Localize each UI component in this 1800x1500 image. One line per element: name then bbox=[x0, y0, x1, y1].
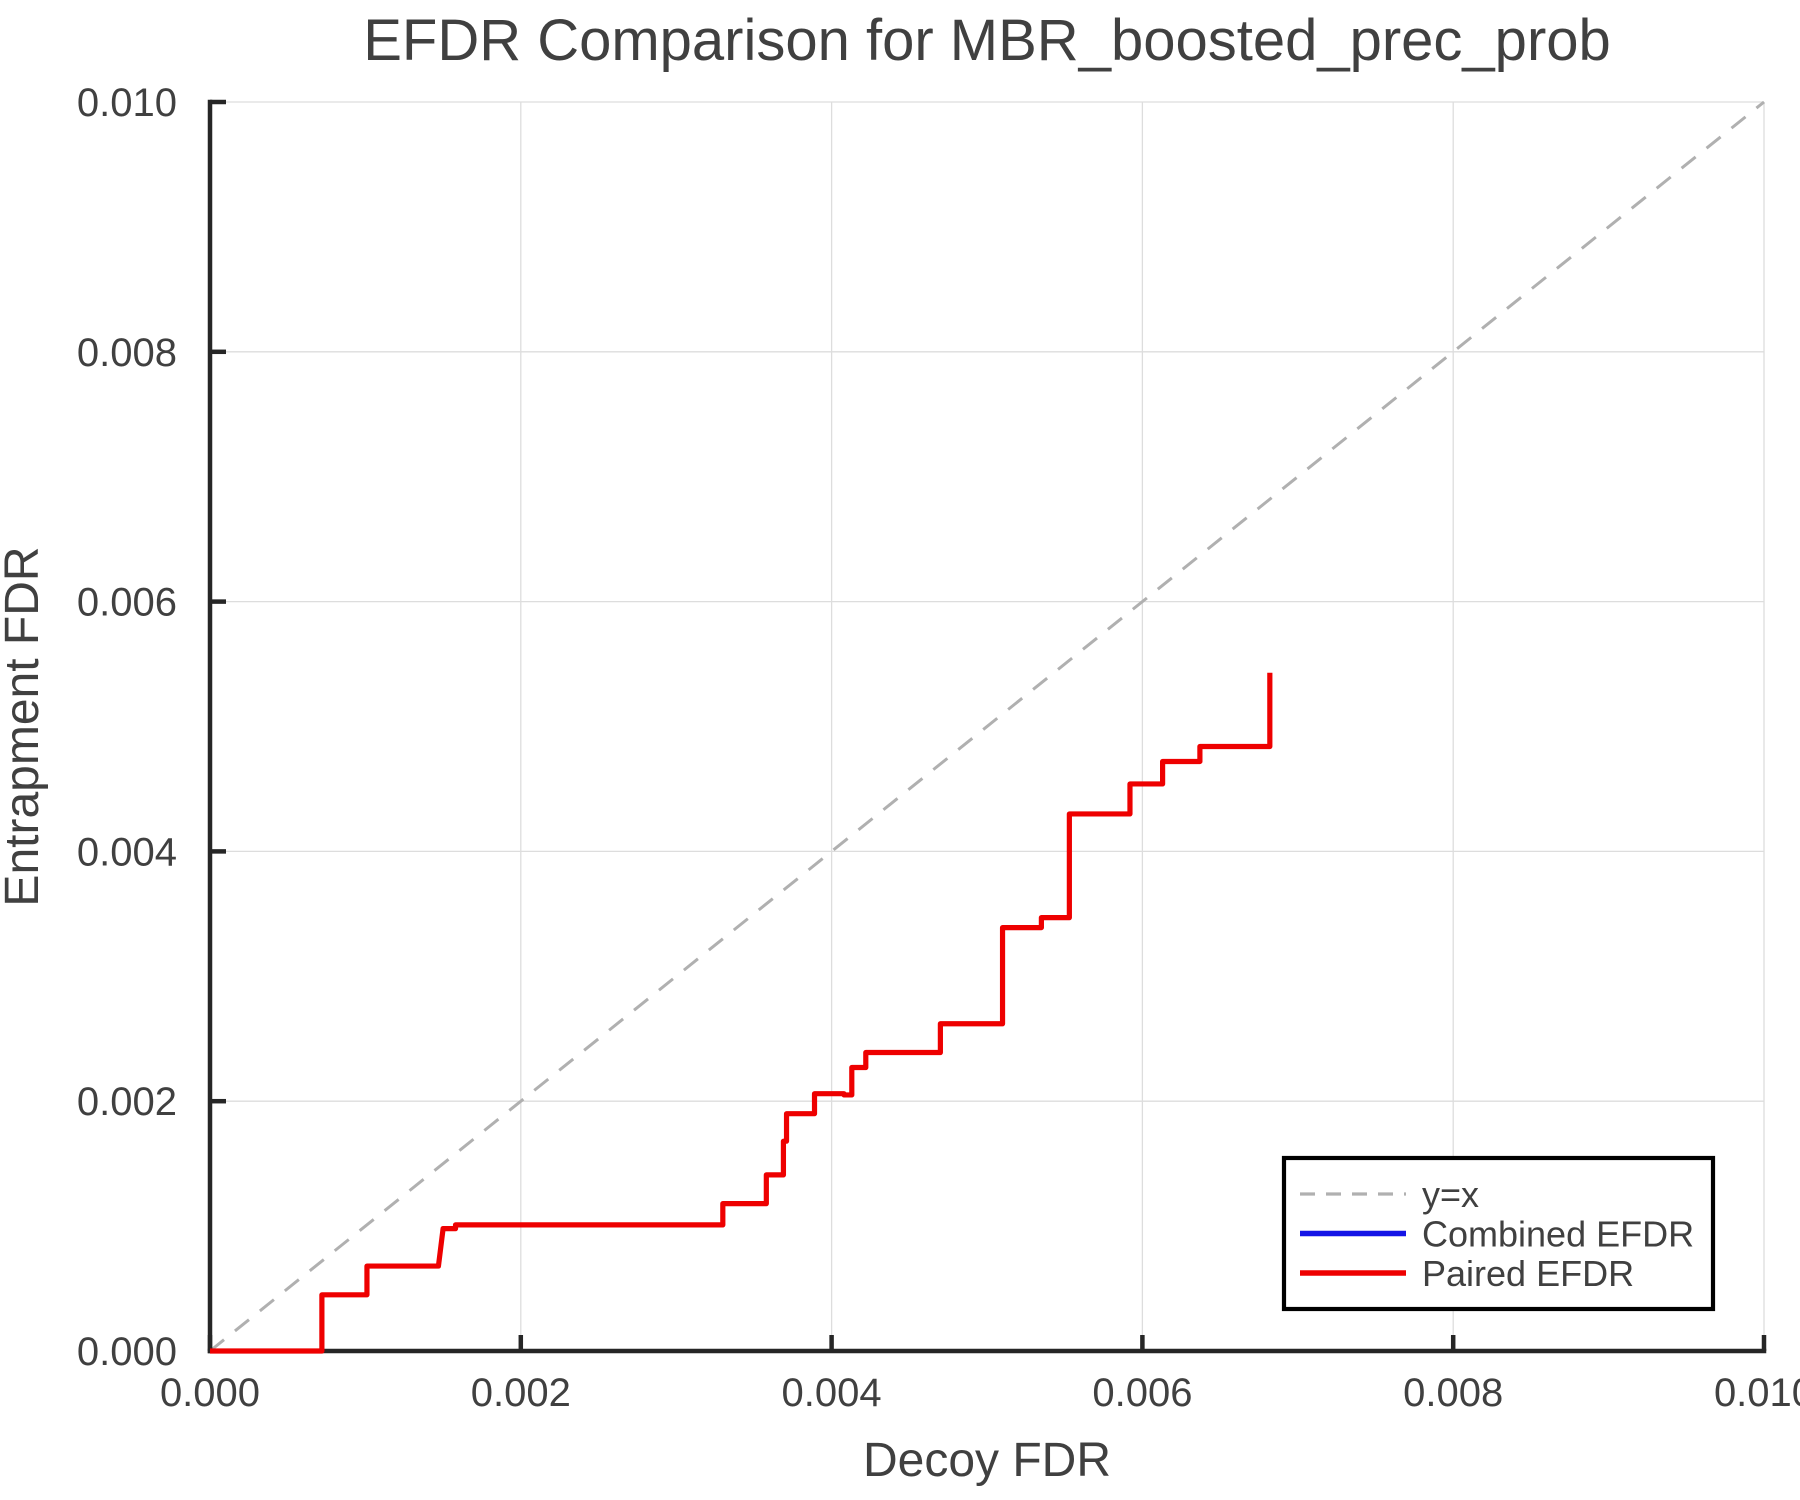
svg-text:0.004: 0.004 bbox=[77, 830, 177, 874]
svg-text:Entrapment FDR: Entrapment FDR bbox=[0, 546, 49, 906]
svg-text:0.010: 0.010 bbox=[77, 81, 177, 125]
svg-text:y=x: y=x bbox=[1422, 1174, 1479, 1215]
svg-text:EFDR Comparison for MBR_booste: EFDR Comparison for MBR_boosted_prec_pro… bbox=[363, 8, 1611, 73]
svg-text:0.002: 0.002 bbox=[471, 1371, 571, 1415]
svg-text:0.000: 0.000 bbox=[77, 1330, 177, 1374]
svg-text:0.006: 0.006 bbox=[77, 581, 177, 625]
svg-text:0.008: 0.008 bbox=[1403, 1371, 1503, 1415]
svg-text:0.010: 0.010 bbox=[1714, 1371, 1800, 1415]
svg-text:0.004: 0.004 bbox=[782, 1371, 882, 1415]
svg-text:0.008: 0.008 bbox=[77, 331, 177, 375]
svg-text:Combined EFDR: Combined EFDR bbox=[1422, 1214, 1694, 1255]
svg-text:0.000: 0.000 bbox=[160, 1371, 260, 1415]
svg-text:0.002: 0.002 bbox=[77, 1080, 177, 1124]
svg-text:Decoy FDR: Decoy FDR bbox=[863, 1434, 1111, 1487]
svg-text:0.006: 0.006 bbox=[1092, 1371, 1192, 1415]
svg-text:Paired EFDR: Paired EFDR bbox=[1422, 1253, 1634, 1294]
